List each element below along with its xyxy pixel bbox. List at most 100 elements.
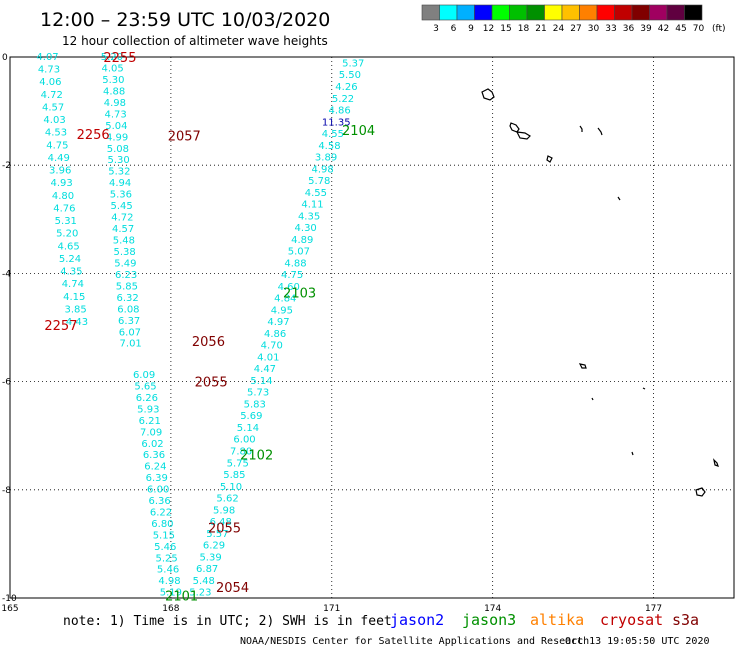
swh-value: 4.84 [274,294,296,305]
island-outline [642,387,646,390]
swh-value: 6.36 [143,450,165,461]
island-outline [617,196,621,201]
swh-value: 3.96 [49,166,71,177]
swh-value: 5.78 [308,176,330,187]
colorbar-label: 24 [553,24,565,34]
swh-value: 4.98 [158,576,180,587]
swh-value: 4.65 [57,241,79,252]
colorbar-swatch [561,4,580,21]
swh-value: 6.48 [210,517,232,528]
swh-value: 4.73 [38,65,60,76]
swh-value: 6.80 [151,519,173,530]
swh-value: 5.25 [156,553,178,564]
colorbar-swatch [631,4,650,21]
swh-value: 4.26 [335,82,357,93]
latitude-tick-label: -6 [2,378,11,388]
colorbar-label: 9 [468,24,474,34]
colorbar-swatch [544,4,563,21]
swh-value: 5.37 [342,58,364,69]
colorbar: 3 6 9 12 15 18 21 24 27 30 33 36 39 42 45 70 [421,4,705,34]
colorbar-label: 45 [675,24,686,34]
colorbar-label: 70 [693,24,705,34]
colorbar-label: 27 [570,24,581,34]
swh-value: 6.29 [203,541,225,552]
swh-value: 4.94 [109,178,131,189]
swh-value: 4.47 [254,364,276,375]
pass-time-label: 2103 [283,286,316,301]
swh-value: 6.32 [117,293,139,304]
swh-value: 6.39 [146,473,168,484]
swh-value: 6.09 [133,370,155,381]
latitude-tick-label: -10 [2,594,17,604]
legend-entry: s3a [672,611,699,629]
colorbar-label: 18 [518,24,530,34]
swh-value: 4.01 [257,352,279,363]
swh-value: 4.35 [60,267,82,278]
colorbar-unit: (ft) [712,24,726,34]
swh-value: 4.73 [105,109,127,120]
swh-value: 11.35 [322,117,351,128]
swh-value: 6.08 [117,304,139,315]
legend-entry: jason2 [390,611,444,629]
swh-value: 4.98 [312,164,334,175]
longitude-tick-label: 177 [645,604,662,614]
latitude-tick-label: 0 [2,53,8,63]
map-subtitle: 12 hour collection of altimeter wave hei… [62,34,328,48]
map-title: 12:00 – 23:59 UTC 10/03/2020 [40,9,330,31]
pass-time-label: 2256 [77,128,110,143]
swh-value: 7.01 [120,339,142,350]
colorbar-swatch [684,4,703,21]
pass-time-label: 2054 [216,581,249,596]
swh-value: 5.75 [227,458,249,469]
swh-value: 5.20 [101,52,123,63]
colorbar-label: 21 [535,24,546,34]
swh-value: 4.95 [271,305,293,316]
swh-value: 4.57 [112,224,134,235]
colorbar-swatch [456,4,475,21]
swh-value: 5.69 [240,411,262,422]
longitude-tick-label: 165 [1,604,18,614]
swh-value: 4.72 [111,213,133,224]
pass-time-labels: 2255 2256 2257 2057 2056 2055 2055 2054 2104 2103… [44,51,375,604]
colorbar-swatch [526,4,545,21]
colorbar-swatch [474,4,493,21]
swh-value: 5.46 [157,565,179,576]
legend-entry: jason3 [462,611,516,629]
pass-time-label: 2255 [103,51,136,66]
island-outline [481,88,495,101]
satellite-legend: jason2 jason3 altika cryosat s3a [390,611,699,629]
swh-value: 5.04 [105,121,127,132]
swh-value: 4.43 [66,317,88,328]
swh-value: 5.73 [247,388,269,399]
island-outline [591,397,594,401]
swh-value: 6.37 [118,316,140,327]
island-outline [597,127,603,136]
pass-time-label: 2101 [165,589,198,604]
swh-value: 6.02 [141,439,163,450]
swh-value: 4.76 [53,203,75,214]
pass-time-label: 2055 [208,522,241,537]
swh-value: 4.15 [63,292,85,303]
credit-text: NOAA/NESDIS Center for Satellite Applica… [240,636,589,647]
swh-value: 5.85 [223,470,245,481]
swh-value: 5.15 [153,530,175,541]
swh-value: 4.49 [48,153,70,164]
colorbar-label: 12 [483,24,494,34]
colorbar-swatch [614,4,633,21]
map-frame: 165 168 171 174 177 0 -2 -4 -6 -8 -10 [1,53,735,614]
swh-value: 4.75 [281,270,303,281]
colorbar-swatch [491,4,510,21]
island-outline [509,122,520,133]
colorbar-label: 33 [605,24,616,34]
swh-value: 5.10 [220,482,242,493]
swh-value: 4.60 [278,282,300,293]
swh-value: 4.97 [267,317,289,328]
swh-value: 5.83 [244,399,266,410]
swh-value: 5.50 [339,70,361,81]
swh-value: 5.24 [59,254,81,265]
swh-value: 5.39 [199,552,221,563]
swh-value: 4.58 [318,141,340,152]
island-outline [515,131,531,140]
swh-value: 4.07 [36,52,58,63]
